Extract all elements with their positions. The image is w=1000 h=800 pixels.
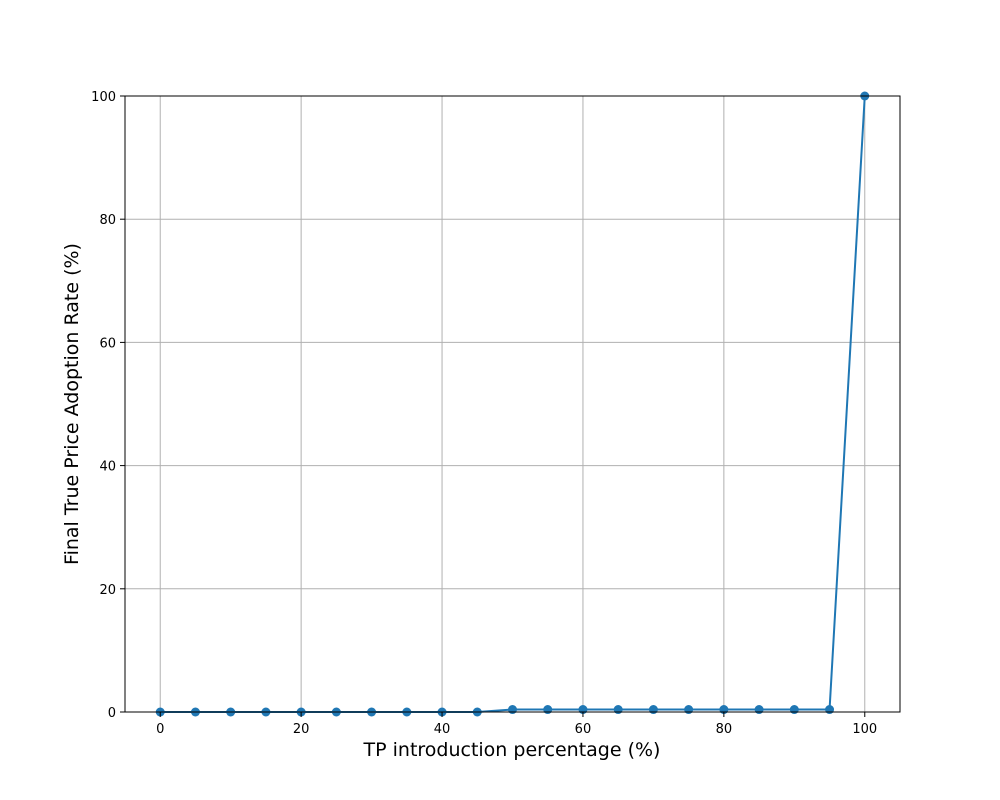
- series-layer: [155, 91, 870, 717]
- series-line: [160, 95, 866, 713]
- data-point: [613, 705, 623, 715]
- y-tick-label: 80: [99, 213, 116, 228]
- y-tick-label: 100: [91, 90, 116, 105]
- ticks: 0 20 40 60 80 100 0 20 40 60 80 100: [91, 90, 877, 737]
- x-tick-label: 0: [156, 722, 164, 737]
- x-tick-label: 60: [575, 722, 592, 737]
- x-tick-label: 80: [716, 722, 733, 737]
- plot-frame: [124, 95, 901, 713]
- data-point: [543, 705, 553, 715]
- data-point: [508, 705, 517, 715]
- data-point: [825, 705, 835, 715]
- x-tick-label: 40: [434, 722, 451, 737]
- grid: [125, 95, 900, 713]
- y-tick-label: 60: [99, 336, 116, 351]
- y-tick-label: 20: [99, 583, 116, 598]
- y-axis-label: Final True Price Adoption Rate (%): [61, 243, 83, 565]
- y-tick-label: 40: [99, 460, 116, 475]
- x-tick-label: 100: [852, 722, 877, 737]
- x-tick-label: 20: [293, 722, 310, 737]
- x-axis-label: TP introduction percentage (%): [363, 739, 661, 761]
- data-point: [789, 705, 799, 715]
- data-point: [684, 705, 694, 715]
- y-tick-label: 0: [108, 706, 116, 721]
- data-point: [648, 705, 658, 715]
- data-point: [754, 705, 764, 715]
